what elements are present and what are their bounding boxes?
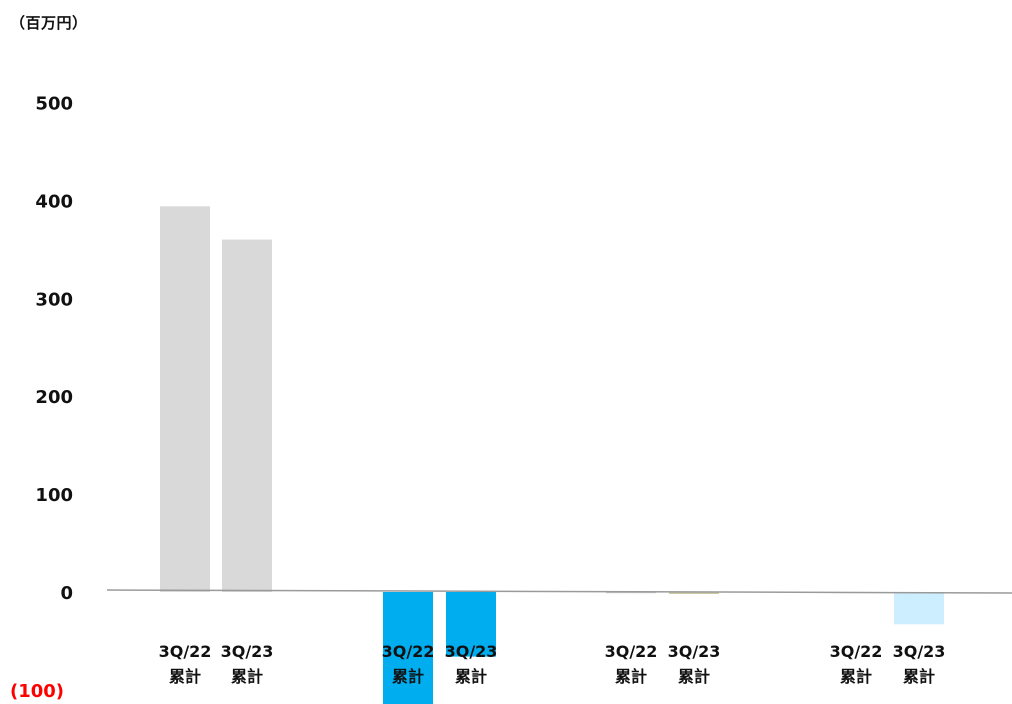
bars-layer (160, 206, 944, 704)
x-tick-label-6: 3Q/23 累計 (668, 642, 721, 686)
x-tick-label-5: 3Q/22 累計 (605, 642, 658, 686)
x-tick-label-7: 3Q/22 累計 (830, 642, 883, 686)
bar-3 (383, 592, 433, 704)
bar-5 (606, 592, 656, 594)
bar-4 (446, 592, 496, 657)
y-tick-label-2: 400 (35, 191, 73, 212)
unit-label: （百万円） (10, 14, 88, 32)
y-tick-label-5: 100 (35, 485, 73, 506)
x-tick-label-1: 3Q/22 累計 (159, 642, 212, 686)
y-tick-label-1: 500 (35, 94, 73, 115)
x-tick-label-3: 3Q/22 累計 (382, 642, 435, 686)
bar-8 (894, 592, 944, 625)
y-tick-label-4: 200 (35, 387, 73, 408)
x-tick-label-4: 3Q/23 累計 (445, 642, 498, 686)
x-tick-label-8: 3Q/23 累計 (893, 642, 946, 686)
bar-1 (160, 206, 210, 593)
y-tick-label-6: 0 (60, 583, 73, 604)
y-tick-labels: 500 400 300 200 100 0 (100) (10, 94, 73, 702)
y-tick-label-7: (100) (10, 681, 64, 702)
x-tick-label-2: 3Q/23 累計 (221, 642, 274, 686)
bar-2 (222, 239, 272, 592)
bar-6 (669, 592, 719, 594)
y-tick-label-3: 300 (35, 289, 73, 310)
zero-axis-line (106, 589, 1012, 594)
